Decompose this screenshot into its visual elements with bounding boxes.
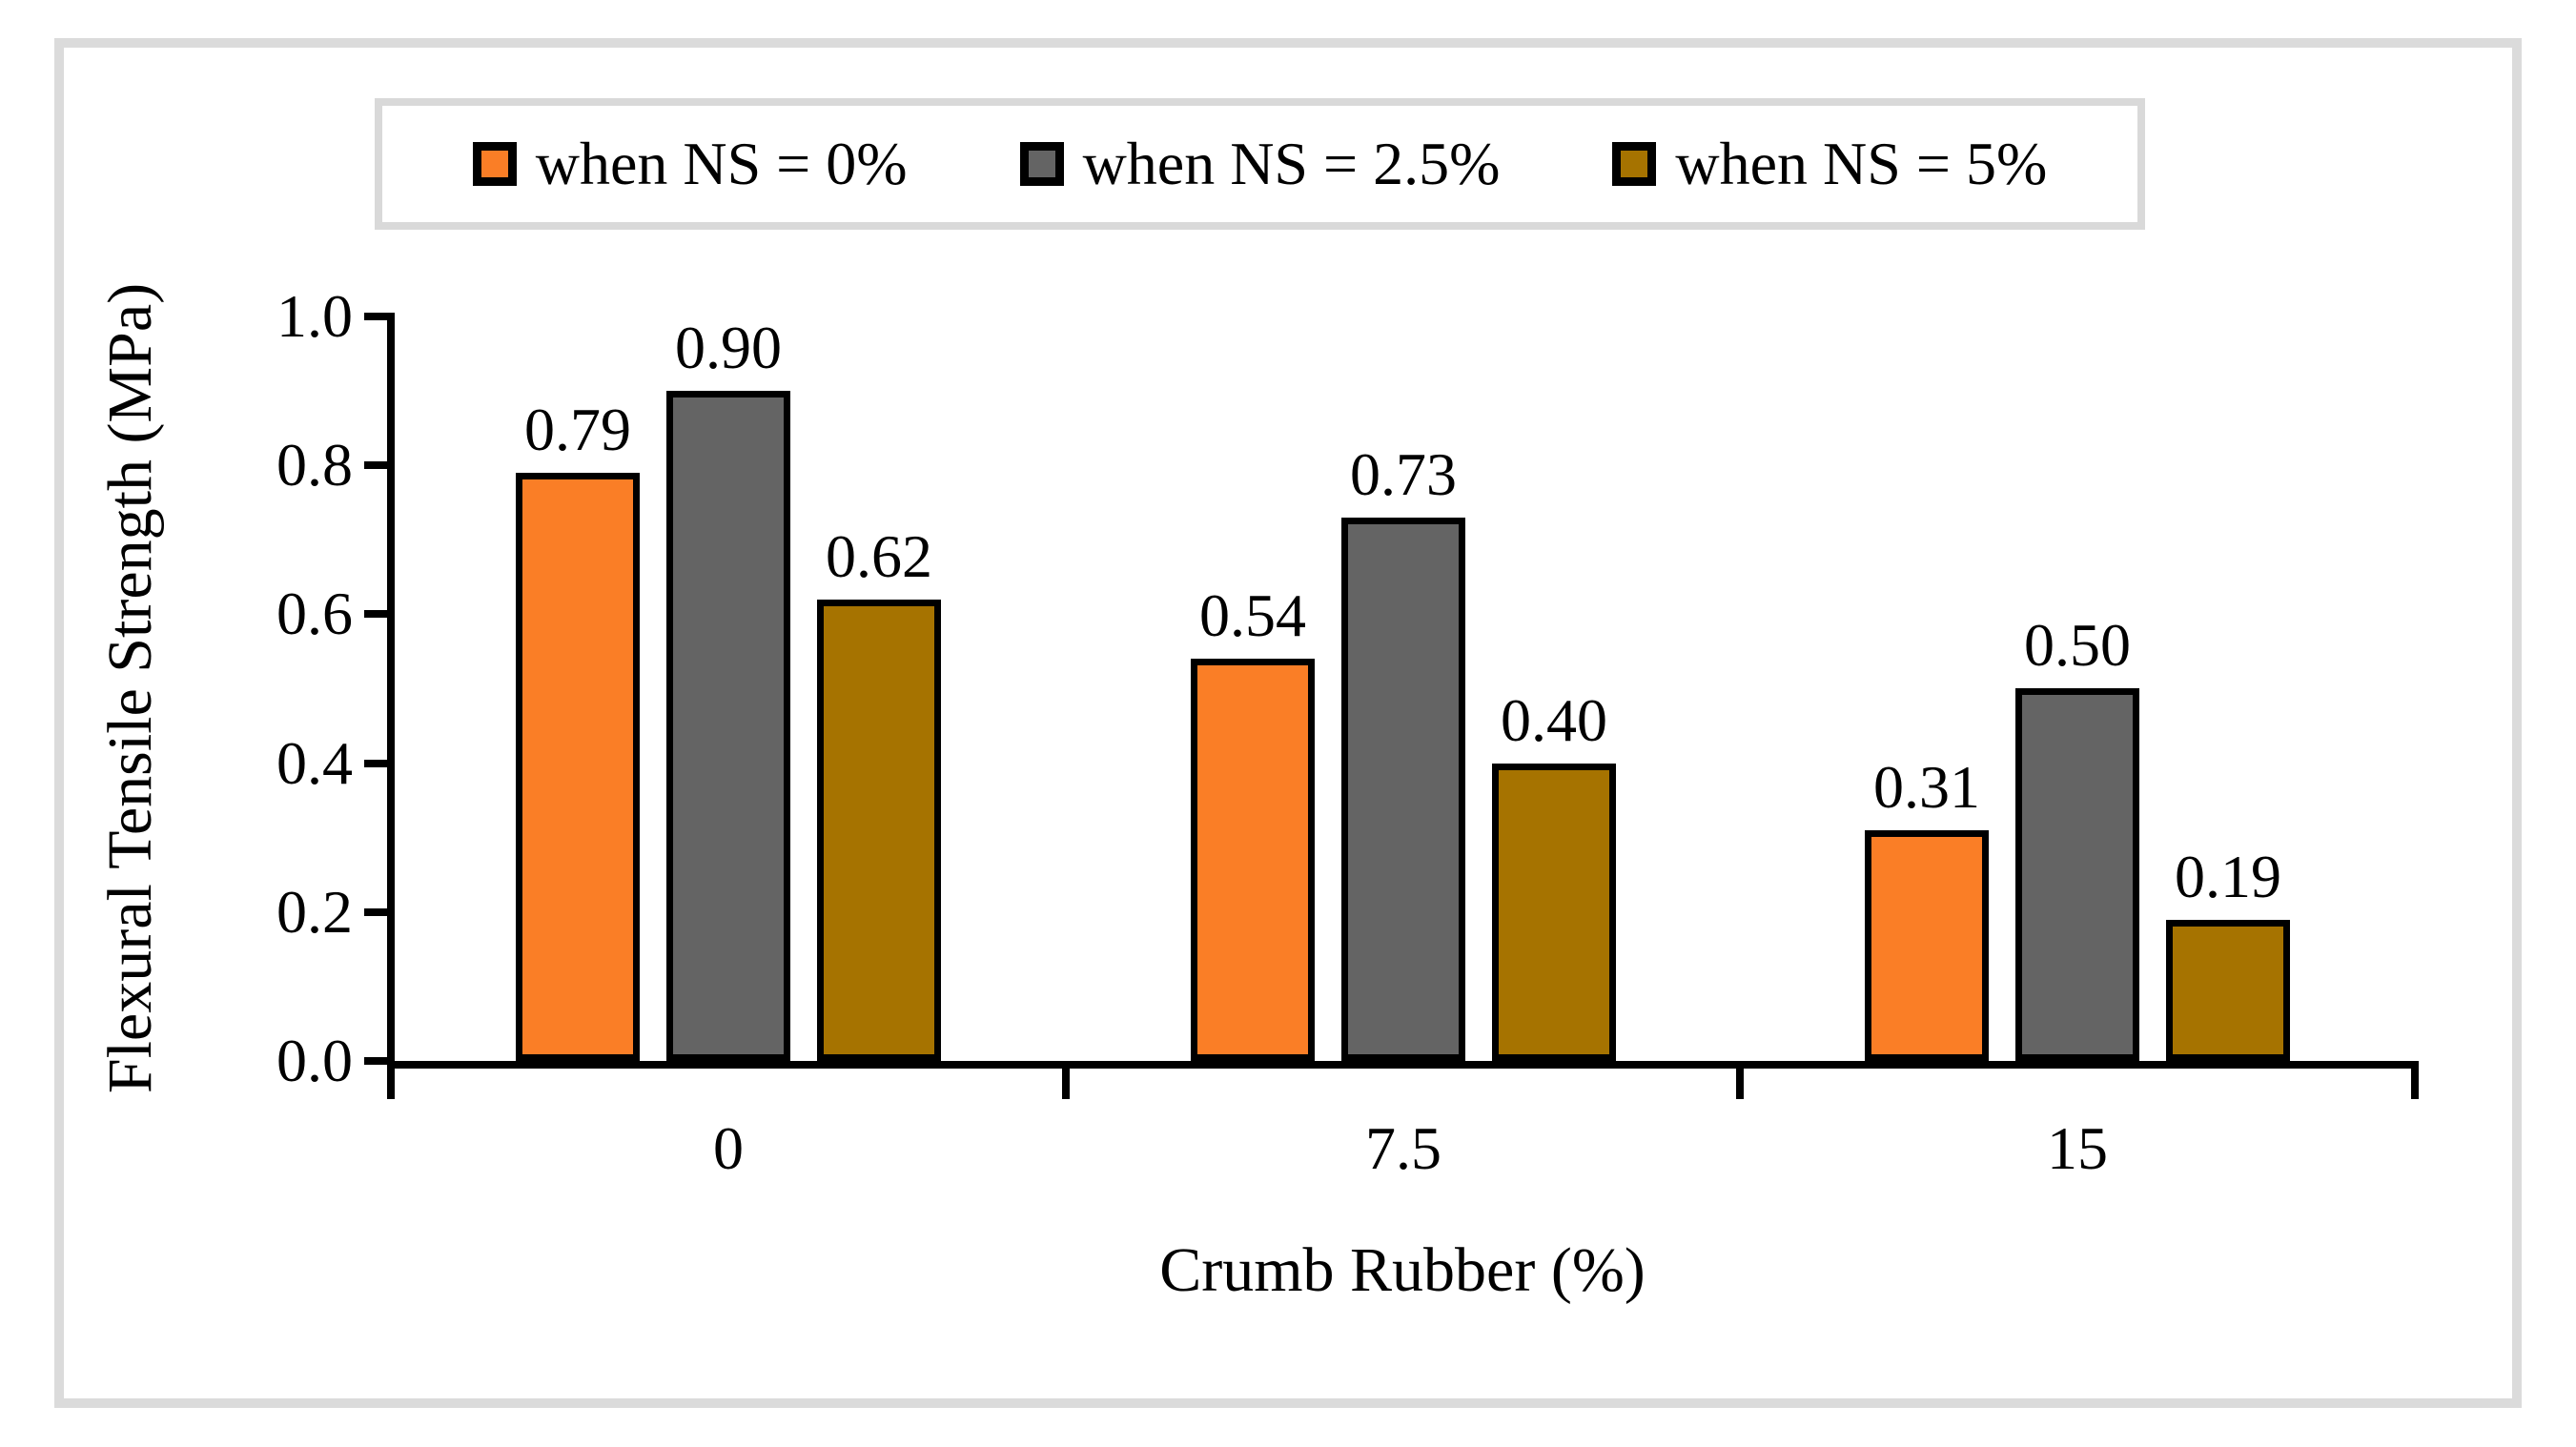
x-tick-mark [1062, 1061, 1070, 1099]
legend: when NS = 0% when NS = 2.5% when NS = 5% [375, 98, 2145, 230]
y-tick-mark [364, 1057, 391, 1065]
bar-when-ns-5--cat-15 [2166, 920, 2290, 1061]
y-tick-mark [364, 760, 391, 767]
bar-value-label: 0.19 [2175, 843, 2281, 910]
legend-item: when NS = 0% [472, 129, 908, 199]
bar-when-ns-0--cat-0 [516, 473, 640, 1061]
bar-when-ns-2-5--cat-7.5 [1341, 518, 1465, 1061]
y-tick-mark [364, 610, 391, 618]
bar-when-ns-5--cat-0 [817, 600, 941, 1061]
x-tick-label: 0 [713, 1114, 744, 1182]
legend-item: when NS = 5% [1612, 129, 2047, 199]
x-tick-label: 15 [2047, 1114, 2108, 1182]
legend-label: when NS = 2.5% [1082, 130, 1501, 197]
y-tick-label: 0.0 [276, 1027, 353, 1094]
y-tick-label: 0.8 [276, 431, 353, 499]
bar-when-ns-5--cat-7.5 [1492, 764, 1616, 1061]
bar-value-label: 0.90 [675, 314, 782, 381]
legend-swatch-icon [472, 142, 517, 186]
x-tick-mark [387, 1061, 395, 1099]
bar-value-label: 0.40 [1501, 686, 1607, 754]
x-tick-label: 7.5 [1365, 1114, 1441, 1182]
bar-value-label: 0.79 [524, 396, 631, 463]
bar-value-label: 0.62 [826, 522, 932, 590]
legend-swatch-icon [1019, 142, 1064, 186]
bar-value-label: 0.73 [1350, 440, 1457, 508]
bar-when-ns-0--cat-15 [1865, 830, 1989, 1061]
y-tick-mark [364, 461, 391, 469]
legend-label: when NS = 5% [1675, 130, 2048, 197]
y-tick-label: 0.4 [276, 729, 353, 797]
bar-value-label: 0.50 [2024, 611, 2131, 679]
y-axis-title: Flexural Tensile Strength (MPa) [95, 282, 165, 1094]
x-axis-title: Crumb Rubber (%) [1159, 1235, 1646, 1305]
y-tick-mark [364, 313, 391, 320]
x-tick-mark [1736, 1061, 1744, 1099]
legend-swatch-icon [1612, 142, 1657, 186]
x-tick-mark [2411, 1061, 2419, 1099]
x-axis-line [387, 1061, 2419, 1069]
y-tick-label: 1.0 [276, 282, 353, 350]
legend-item: when NS = 2.5% [1019, 129, 1501, 199]
y-tick-label: 0.6 [276, 580, 353, 647]
bar-when-ns-0--cat-7.5 [1191, 659, 1315, 1061]
bar-value-label: 0.31 [1873, 753, 1980, 821]
y-tick-label: 0.2 [276, 878, 353, 946]
legend-label: when NS = 0% [535, 130, 908, 197]
bar-when-ns-2-5--cat-0 [666, 391, 790, 1061]
y-axis-line [387, 313, 395, 1069]
y-tick-mark [364, 908, 391, 916]
bar-value-label: 0.54 [1199, 581, 1306, 649]
bar-when-ns-2-5--cat-15 [2015, 688, 2139, 1061]
